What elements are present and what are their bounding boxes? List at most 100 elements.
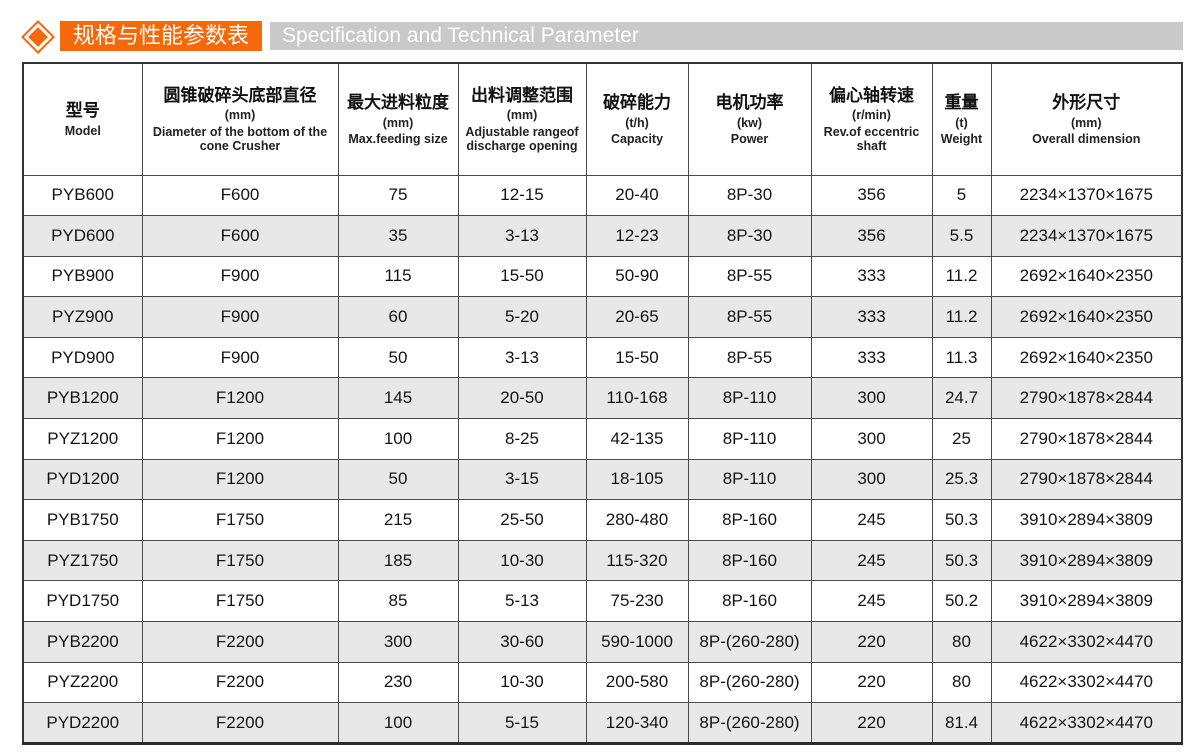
table-cell: 333 [810, 255, 933, 298]
table-cell: 2234×1370×1675 [990, 174, 1183, 217]
table-cell: 12-23 [585, 215, 689, 257]
table-cell: 60 [337, 296, 459, 338]
table-cell: F1200 [141, 458, 339, 501]
table-cell: 356 [810, 215, 933, 257]
table-cell: 50-90 [585, 255, 689, 298]
table-cell: 8P-160 [687, 539, 812, 582]
table-cell: PYD900 [22, 336, 143, 379]
table-cell: F2200 [141, 702, 339, 744]
table-cell: 12-15 [457, 174, 587, 217]
table-cell: F600 [141, 174, 339, 217]
table-cell: 5.5 [931, 215, 992, 257]
table-cell: 230 [337, 661, 459, 704]
table-cell: 220 [810, 661, 933, 704]
table-cell: PYD1200 [22, 458, 143, 501]
table-cell: 5-20 [457, 296, 587, 338]
header-en: Adjustable rangeof discharge opening [465, 124, 579, 154]
header-cn: 最大进料粒度 [347, 93, 449, 113]
table-cell: 2234×1370×1675 [990, 215, 1183, 257]
diamond-icon [20, 20, 60, 54]
table-cell: 2692×1640×2350 [990, 336, 1183, 379]
table-cell: F900 [141, 255, 339, 298]
header-en: Max.feeding size [348, 131, 448, 146]
table-cell: 8P-30 [687, 215, 812, 257]
table-cell: 185 [337, 539, 459, 582]
header-unit: (mm) [506, 108, 538, 123]
header-unit: (mm) [1070, 115, 1102, 130]
table-cell: PYB600 [22, 174, 143, 217]
table-row: PYB900 F900 115 15-50 50-90 8P-55 333 11.2 2692×… [22, 255, 1183, 298]
table-cell: 245 [810, 539, 933, 582]
header-cn: 破碎能力 [603, 93, 671, 113]
col-header-cone-diameter: 圆锥破碎头底部直径 (mm) Diameter of the bottom of… [141, 62, 339, 176]
table-cell: 50.3 [931, 499, 992, 541]
col-header-max-feeding: 最大进料粒度 (mm) Max.feeding size [337, 62, 459, 176]
table-cell: 50.3 [931, 539, 992, 582]
table-cell: 85 [337, 580, 459, 623]
header-en: Overall dimension [1032, 131, 1141, 146]
table-cell: 18-105 [585, 458, 689, 501]
table-cell: 100 [337, 418, 459, 460]
table-cell: 3-13 [457, 336, 587, 379]
table-cell: 15-50 [585, 336, 689, 379]
table-cell: F2200 [141, 661, 339, 704]
table-row: PYD900 F900 50 3-13 15-50 8P-55 333 11.3 2692×16… [22, 336, 1183, 379]
table-cell: 8P-(260-280) [687, 621, 812, 663]
header-en: Model [64, 123, 101, 138]
table-cell: 300 [810, 458, 933, 501]
col-header-model: 型号 Model [22, 62, 143, 176]
table-cell: 2692×1640×2350 [990, 296, 1183, 338]
table-cell: 300 [810, 377, 933, 420]
header-en: Power [730, 131, 769, 146]
table-cell: 8P-55 [687, 296, 812, 338]
table-cell: PYZ1750 [22, 539, 143, 582]
header-unit: (t/h) [625, 115, 649, 130]
col-header-overall-dimension: 外形尺寸 (mm) Overall dimension [990, 62, 1183, 176]
specification-table: 型号 Model 圆锥破碎头底部直径 (mm) Diameter of the … [22, 62, 1183, 745]
table-cell: 333 [810, 296, 933, 338]
table-cell: 25 [931, 418, 992, 460]
header-cn: 型号 [65, 101, 100, 121]
table-cell: 280-480 [585, 499, 689, 541]
table-cell: 80 [931, 621, 992, 663]
table-cell: 8P-110 [687, 458, 812, 501]
table-cell: F1750 [141, 499, 339, 541]
table-cell: 3-15 [457, 458, 587, 501]
table-cell: 245 [810, 580, 933, 623]
table-cell: PYB1200 [22, 377, 143, 420]
table-cell: PYD600 [22, 215, 143, 257]
table-cell: F1200 [141, 418, 339, 460]
table-row: PYZ1750 F1750 185 10-30 115-320 8P-160 245 50.3… [22, 539, 1183, 582]
header-unit: (t) [955, 115, 968, 130]
table-cell: 25-50 [457, 499, 587, 541]
table-cell: 8P-55 [687, 255, 812, 298]
table-cell: 3910×2894×3809 [990, 580, 1183, 623]
table-cell: 4622×3302×4470 [990, 661, 1183, 704]
table-cell: 8P-160 [687, 499, 812, 541]
table-cell: 220 [810, 621, 933, 663]
table-cell: 10-30 [457, 661, 587, 704]
header-unit: (r/min) [852, 108, 891, 123]
table-cell: 3-13 [457, 215, 587, 257]
table-cell: 30-60 [457, 621, 587, 663]
table-cell: 245 [810, 499, 933, 541]
table-cell: 300 [810, 418, 933, 460]
table-cell: 5-15 [457, 702, 587, 744]
table-cell: PYB1750 [22, 499, 143, 541]
table-cell: 356 [810, 174, 933, 217]
col-header-power: 电机功率 (kw) Power [687, 62, 812, 176]
table-cell: 200-580 [585, 661, 689, 704]
table-cell: 35 [337, 215, 459, 257]
header-unit: (mm) [382, 115, 414, 130]
table-cell: 50.2 [931, 580, 992, 623]
header-en: Diameter of the bottom of the cone Crush… [152, 124, 328, 154]
table-row: PYD2200 F2200 100 5-15 120-340 8P-(260-280) 22… [22, 702, 1183, 744]
header-unit: (mm) [224, 108, 256, 123]
table-cell: 50 [337, 336, 459, 379]
table-cell: F1750 [141, 580, 339, 623]
header-cn: 圆锥破碎头底部直径 [163, 86, 317, 106]
table-cell: 300 [337, 621, 459, 663]
table-cell: F900 [141, 296, 339, 338]
table-cell: F2200 [141, 621, 339, 663]
